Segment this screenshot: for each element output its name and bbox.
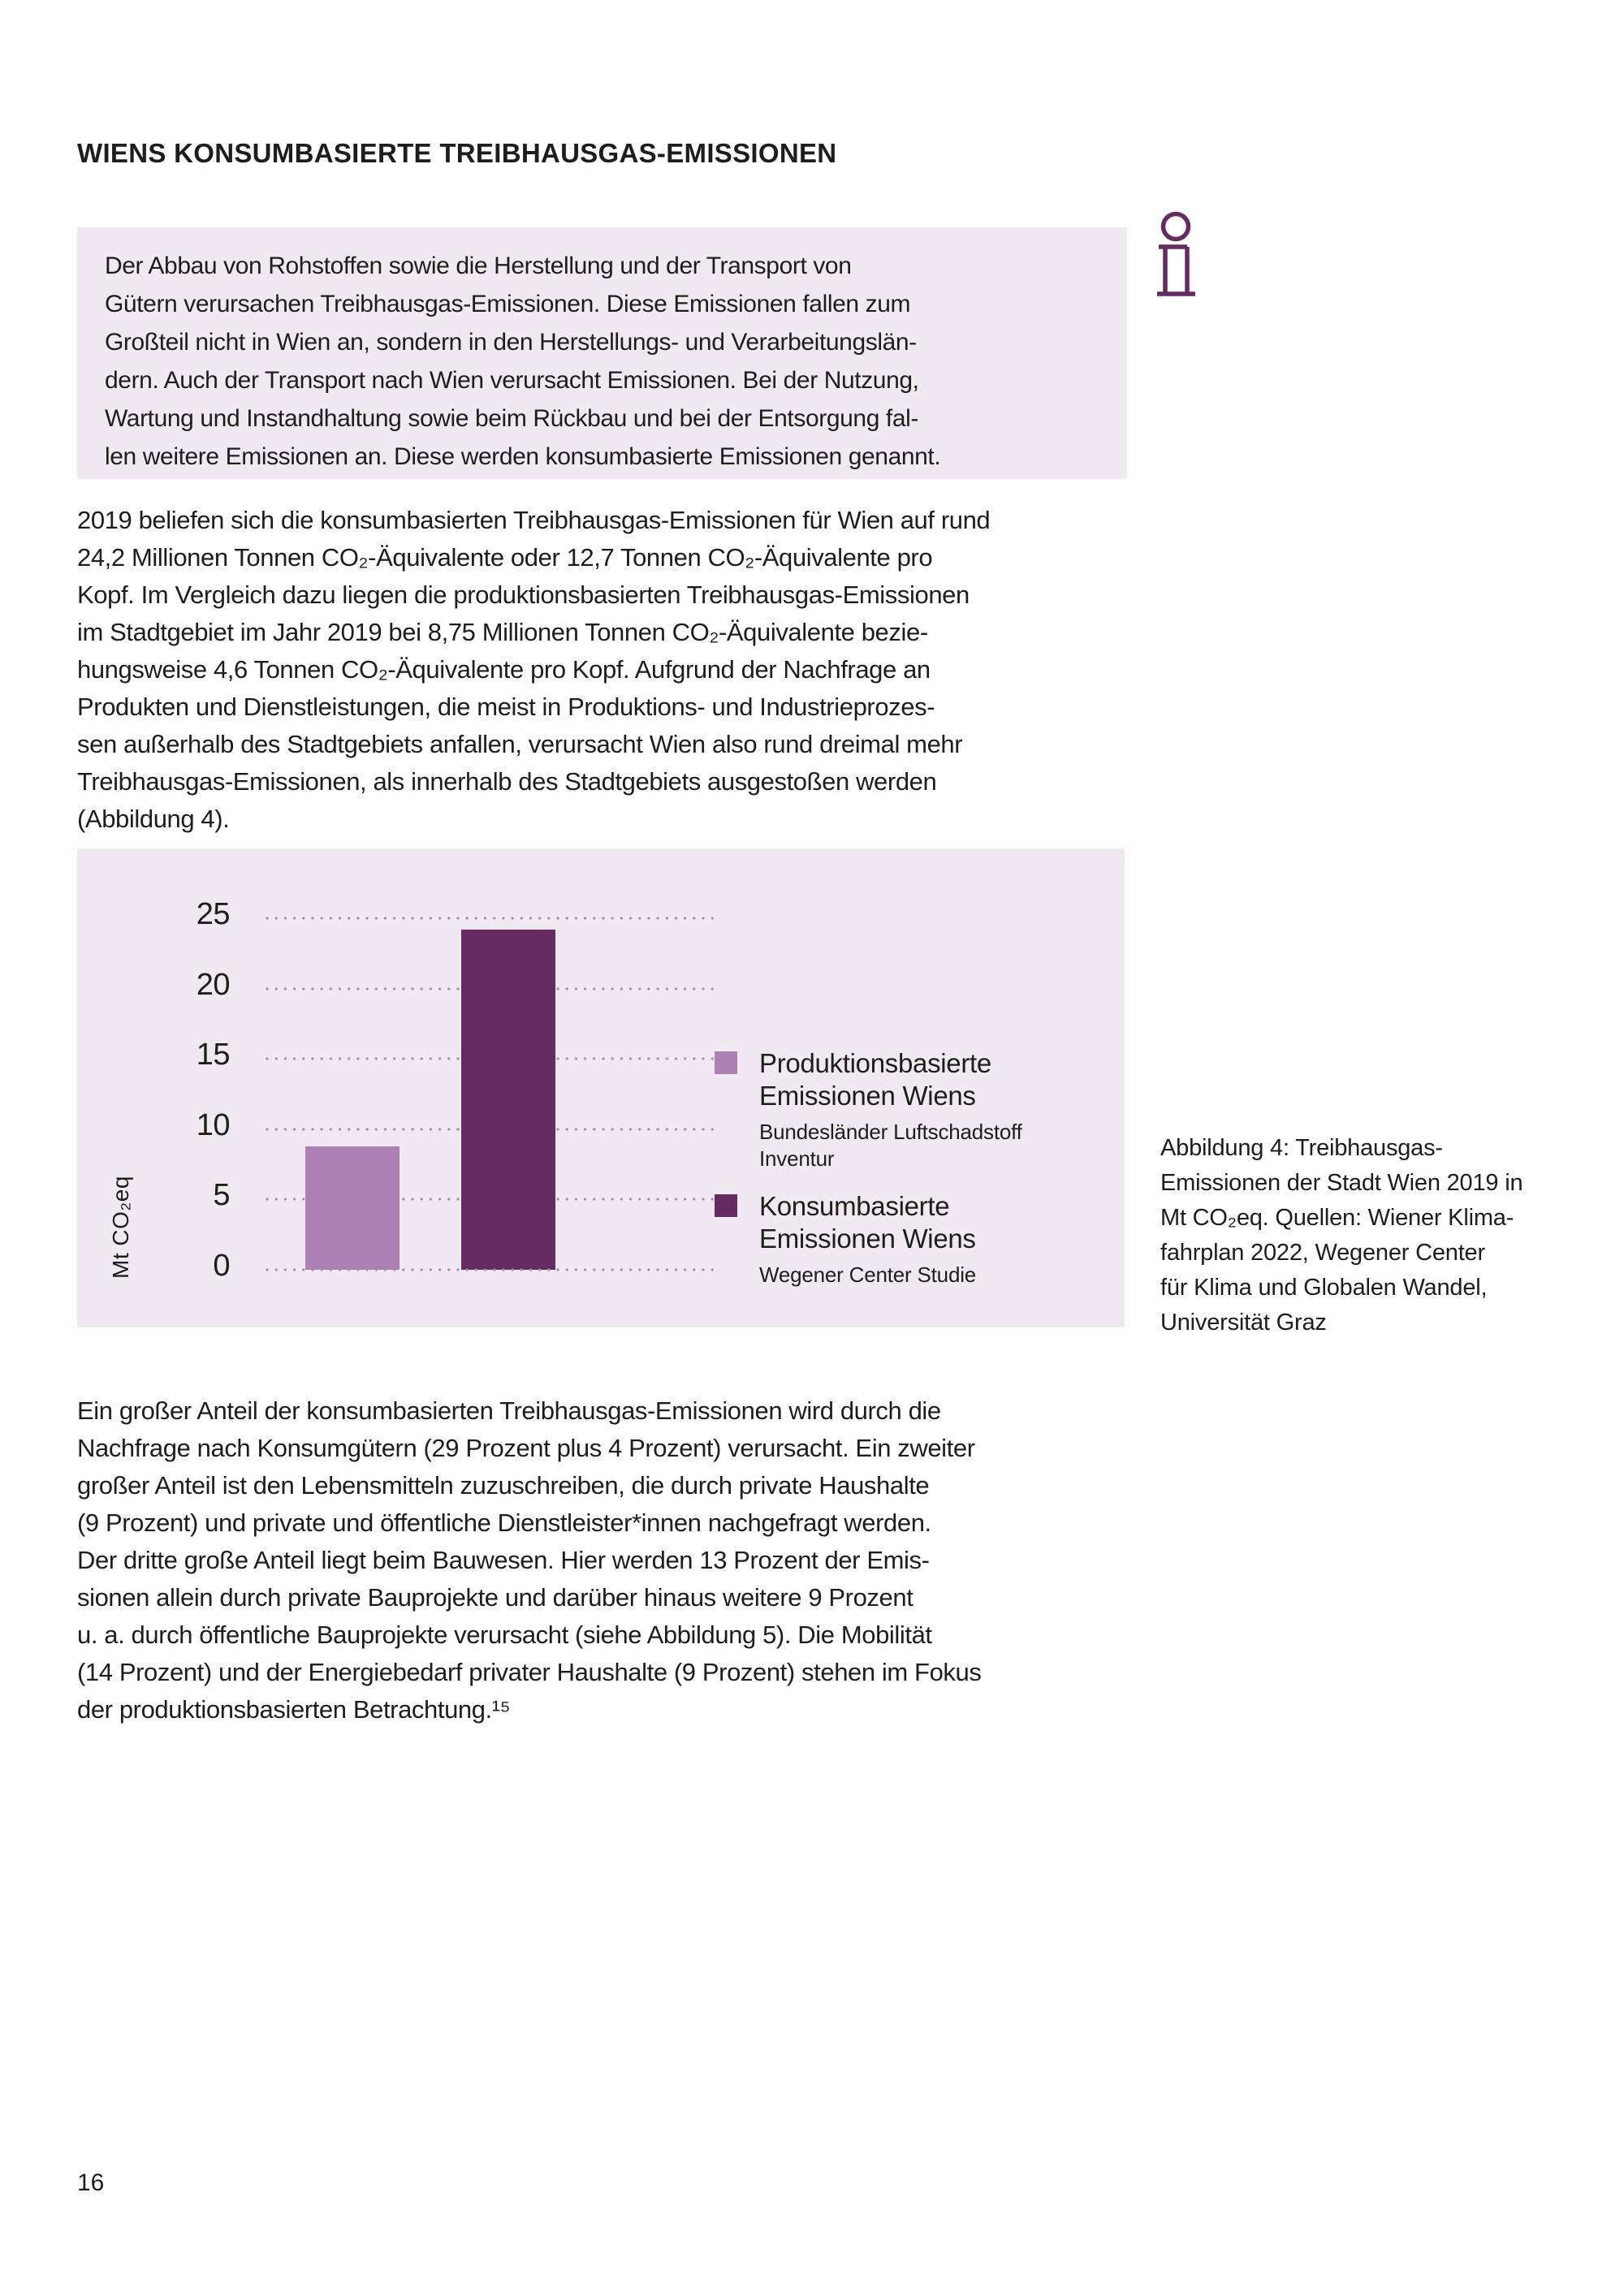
y-tick-label: 25 (196, 897, 231, 931)
legend-swatch-light (715, 1051, 737, 1074)
page-number: 16 (77, 2169, 105, 2196)
body-paragraph: Ein großer Anteil der konsumbasierten Tr… (77, 1396, 982, 1724)
y-axis-label: Mt CO₂eq (108, 1176, 133, 1279)
legend-sublabel: Wegener Center Studie (759, 1262, 977, 1287)
y-tick-label: 20 (196, 967, 231, 1002)
gridline-dotted (266, 917, 719, 920)
y-tick-label: 10 (196, 1107, 231, 1142)
y-tick-label: 0 (213, 1249, 230, 1283)
gridline-dotted (266, 1268, 719, 1271)
info-box-text: Der Abbau von Rohstoffen sowie die Herst… (105, 252, 941, 470)
bar-konsumbasiert (461, 929, 555, 1270)
bar-produktionsbasiert (305, 1146, 400, 1270)
info-icon (1157, 211, 1195, 296)
page-title: WIENS KONSUMBASIERTE TREIBHAUSGAS-EMISSI… (77, 138, 837, 168)
info-box: Der Abbau von Rohstoffen sowie die Herst… (77, 227, 1127, 479)
legend-item-produktionsbasiert: Produktionsbasierte Emissionen Wiens Bun… (715, 1047, 1022, 1172)
legend-label: Produktionsbasierte Emissionen Wiens (759, 1048, 991, 1111)
legend-item-konsumbasiert: Konsumbasierte Emissionen Wiens Wegener … (715, 1190, 976, 1288)
y-tick-label: 5 (213, 1178, 230, 1213)
figure-caption: Abbildung 4: Treibhausgas- Emissionen de… (1160, 1135, 1523, 1336)
intro-paragraph: 2019 beliefen sich die konsumbasierten T… (77, 506, 991, 833)
legend-label: Konsumbasierte Emissionen Wiens (759, 1191, 976, 1254)
legend-sublabel: Bundesländer Luftschadstoff Inventur (759, 1120, 1022, 1171)
y-tick-label: 15 (196, 1038, 231, 1072)
emissions-bar-chart: Mt CO₂eq 25 20 15 10 5 0 Produktionsbasierte … (77, 848, 1125, 1327)
